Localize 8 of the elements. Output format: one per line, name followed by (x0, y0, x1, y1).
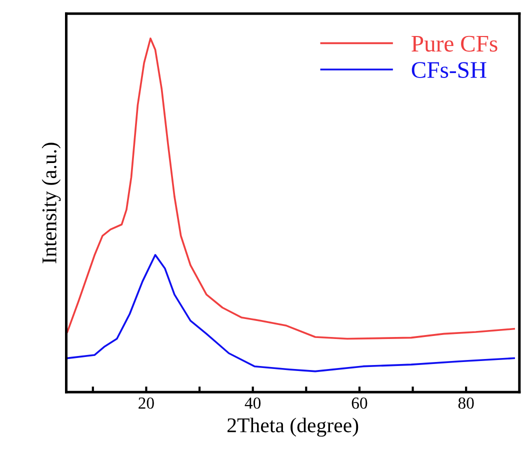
x-tick-label: 60 (352, 398, 368, 409)
y-axis-title: Intensity (a.u.) (42, 142, 61, 264)
x-axis-title: 2Theta (degree) (228, 418, 358, 437)
x-tick-label: 80 (458, 398, 474, 409)
legend-label: CFs-SH (412, 62, 486, 78)
x-tick-label: 20 (138, 398, 154, 409)
legend-label: Pure CFs (412, 36, 498, 52)
x-tick-label: 40 (244, 398, 261, 409)
